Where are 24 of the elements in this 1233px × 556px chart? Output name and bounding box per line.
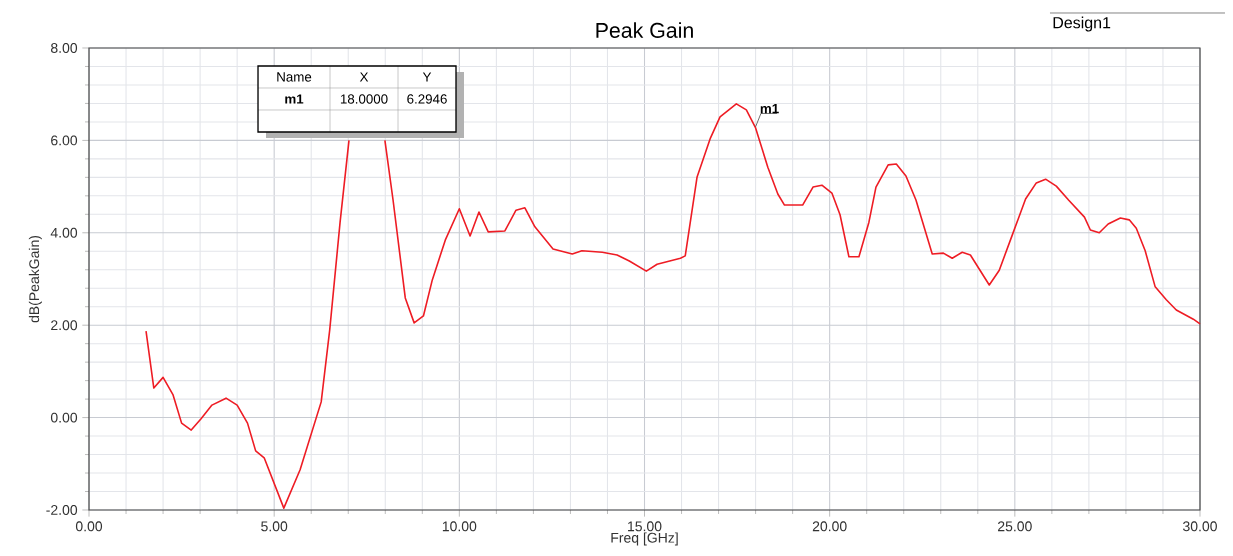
y-tick-label: 0.00 [50,412,78,423]
annotation: m1 [760,104,779,114]
y-tick-label: 2.00 [51,320,78,331]
y-tick-label: -2.00 [46,505,78,515]
x-tick-label: 20.00 [812,521,847,532]
annotation: Name [277,72,312,82]
x-axis-title: Freq [GHz] [611,532,678,546]
x-tick-label: 15.00 [628,521,662,532]
text: Design1 [1053,16,1111,32]
annotation: 6.2946 [407,94,447,104]
y-tick-label: 4.00 [50,227,78,238]
x-tick-label: 30.00 [1183,521,1217,532]
x-tick-label: 25.00 [998,521,1032,532]
y-tick-label: 8.00 [50,43,78,53]
x-tick-label: 5.00 [261,521,288,532]
annotation: X [359,72,369,82]
y-tick-label: 6.00 [51,135,78,146]
x-tick-label: 10.00 [442,521,477,532]
y-axis-title: dB(PeakGain) [28,235,42,323]
annotation: Y [422,72,432,82]
chart-title: Peak Gain [596,22,693,38]
annotation: 18.0000 [340,94,388,104]
x-tick-label: 0.00 [75,521,103,532]
annotation: m1 [285,94,304,104]
